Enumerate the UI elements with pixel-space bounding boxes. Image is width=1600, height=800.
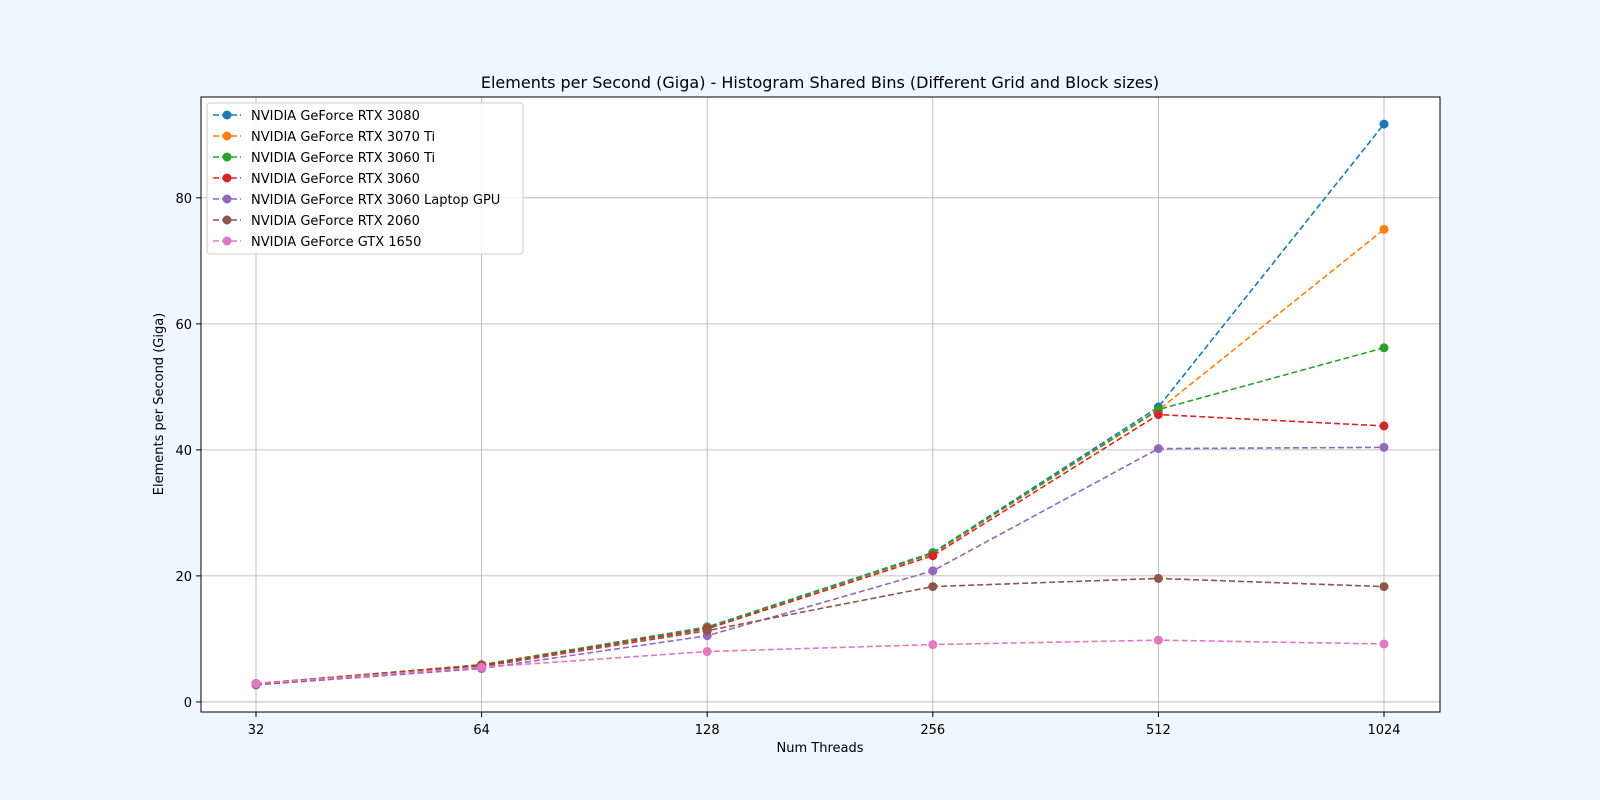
legend-item: NVIDIA GeForce RTX 3060 Ti	[213, 151, 435, 166]
legend: NVIDIA GeForce RTX 3080 NVIDIA GeForce RT…	[206, 102, 524, 255]
data-point	[702, 647, 712, 657]
x-axis: 32 64 128 256 512 1024	[248, 712, 1401, 738]
y-tick-label: 20	[175, 570, 192, 585]
chart-title: Elements per Second (Giga) - Histogram S…	[481, 73, 1159, 92]
data-point	[928, 640, 938, 650]
legend-item: NVIDIA GeForce GTX 1650	[213, 235, 421, 250]
legend-marker	[222, 215, 232, 225]
y-tick-label: 60	[175, 318, 192, 333]
data-point	[928, 551, 938, 561]
series-line	[255, 228, 1385, 685]
legend-label: NVIDIA GeForce RTX 3060	[251, 172, 420, 187]
y-axis: 0 20 40 60 80	[175, 192, 201, 711]
data-point	[1379, 224, 1389, 234]
data-point	[1153, 444, 1163, 454]
x-axis-label: Num Threads	[777, 741, 864, 756]
legend-label: NVIDIA GeForce RTX 2060	[251, 214, 420, 229]
data-point	[702, 626, 712, 636]
data-point	[1379, 442, 1389, 452]
data-point	[1153, 573, 1163, 583]
legend-label: NVIDIA GeForce RTX 3080	[251, 109, 420, 124]
data-point	[1379, 119, 1389, 129]
legend-marker	[222, 152, 232, 162]
legend-marker	[222, 110, 232, 120]
data-point	[1153, 410, 1163, 420]
data-point	[928, 566, 938, 576]
legend-item: NVIDIA GeForce RTX 3060 Laptop GPU	[213, 193, 500, 208]
y-tick-label: 40	[175, 444, 192, 459]
legend-item: NVIDIA GeForce RTX 3060	[213, 172, 420, 187]
series-line	[255, 639, 1385, 685]
data-point	[251, 679, 261, 689]
y-axis-label: Elements per Second (Giga)	[152, 313, 167, 495]
series-line	[255, 347, 1385, 685]
legend-item: NVIDIA GeForce RTX 2060	[213, 214, 420, 229]
x-tick-label: 128	[695, 723, 720, 738]
legend-item: NVIDIA GeForce RTX 3070 Ti	[213, 130, 435, 145]
x-tick-label: 1024	[1367, 723, 1400, 738]
data-point	[1379, 639, 1389, 649]
data-point	[1153, 635, 1163, 645]
legend-marker	[222, 194, 232, 204]
legend-marker	[222, 173, 232, 183]
x-tick-label: 32	[248, 723, 265, 738]
data-point	[1379, 582, 1389, 592]
data-point	[477, 662, 487, 672]
data-point	[1379, 343, 1389, 353]
grid-lines	[201, 97, 1440, 712]
series-line	[255, 123, 1385, 685]
x-tick-label: 64	[473, 723, 490, 738]
legend-label: NVIDIA GeForce RTX 3060 Ti	[251, 151, 435, 166]
legend-label: NVIDIA GeForce RTX 3060 Laptop GPU	[251, 193, 500, 208]
legend-box	[206, 102, 524, 255]
series-group	[251, 635, 1389, 689]
x-tick-label: 256	[920, 723, 945, 738]
legend-item: NVIDIA GeForce RTX 3080	[213, 109, 420, 124]
data-point	[928, 582, 938, 592]
y-tick-label: 80	[175, 192, 192, 207]
x-tick-label: 512	[1146, 723, 1171, 738]
series-line	[255, 446, 1385, 686]
series-layer	[251, 119, 1389, 690]
legend-marker	[222, 236, 232, 246]
data-point	[1379, 421, 1389, 431]
legend-marker	[222, 131, 232, 141]
y-tick-label: 0	[184, 696, 192, 711]
legend-label: NVIDIA GeForce GTX 1650	[251, 235, 421, 250]
series-line	[255, 413, 1385, 685]
series-line	[255, 577, 1385, 686]
plot-frame	[200, 96, 1441, 713]
legend-label: NVIDIA GeForce RTX 3070 Ti	[251, 130, 435, 145]
